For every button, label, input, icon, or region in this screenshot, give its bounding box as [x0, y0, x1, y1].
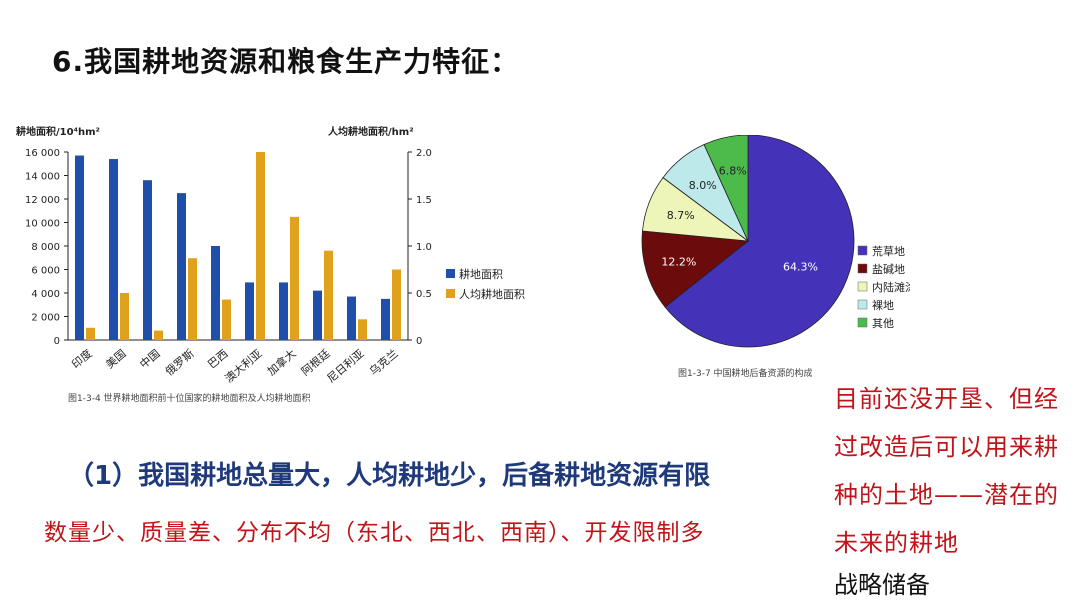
y-tick-label: 8 000 — [31, 242, 60, 253]
pie-value-label: 6.8% — [719, 165, 747, 178]
pie-legend-label: 裸地 — [872, 298, 894, 312]
category-label: 印度 — [69, 346, 95, 371]
bar-area-2 — [109, 159, 118, 340]
bar-area-8 — [313, 290, 322, 340]
category-label: 澳大利亚 — [222, 346, 265, 385]
pie-slices — [641, 135, 855, 348]
category-label: 俄罗斯 — [163, 347, 197, 378]
category-label: 乌克兰 — [366, 346, 400, 378]
pie-legend: 荒草地盐碱地内陆滩涂裸地其他 — [857, 245, 910, 330]
pie-value-label: 64.3% — [783, 260, 818, 273]
y-tick-label: 12 000 — [25, 195, 60, 206]
legend-label-area: 耕地面积 — [459, 267, 503, 281]
bar-legend: 耕地面积 人均耕地面积 — [446, 267, 525, 301]
y2-tick-label: 0.5 — [416, 289, 432, 300]
pie-slice-1 — [664, 135, 855, 348]
bar-area-5 — [211, 246, 220, 340]
bar-area-4 — [177, 193, 186, 340]
bar-bars — [75, 152, 401, 340]
pie-chart-caption: 图1-3-7 中国耕地后备资源的构成 — [678, 367, 813, 379]
bar-per-capita-5 — [222, 299, 231, 340]
category-label: 巴西 — [205, 347, 230, 371]
point-1: （1）我国耕地总量大，人均耕地少，后备耕地资源有限 — [68, 461, 711, 491]
pie-value-label: 12.2% — [661, 256, 696, 269]
bar-ticks: 0 2 000 4 000 6 000 8 000 10 000 12 000 14 000 1… — [25, 148, 432, 347]
y2-axis-label: 人均耕地面积/hm² — [328, 125, 414, 138]
bar-per-capita-8 — [324, 250, 333, 340]
bar-area-1 — [75, 155, 84, 340]
bar-area-10 — [381, 298, 390, 340]
pie-slice-2 — [641, 230, 750, 308]
bar-axes — [67, 152, 409, 341]
category-label: 中国 — [137, 347, 162, 371]
y2-tick-label: 2.0 — [416, 148, 432, 159]
bar-area-7 — [279, 282, 288, 340]
category-label: 美国 — [103, 347, 128, 371]
y-tick-label: 4 000 — [31, 289, 60, 300]
y-tick-label: 14 000 — [25, 172, 60, 183]
pie-legend-swatch — [857, 263, 868, 274]
side-note-sub: 战略储备 — [834, 571, 930, 599]
legend-swatch-per-capita — [446, 289, 455, 298]
pie-legend-swatch — [857, 245, 868, 256]
bar-chart-caption: 图1-3-4 世界耕地面积前十位国家的耕地面积及人均耕地面积 — [68, 392, 311, 404]
y-tick-label: 6 000 — [31, 266, 60, 277]
bar-per-capita-7 — [290, 216, 299, 340]
bar-chart: 耕地面积/10⁴hm² 人均耕地面积/hm² 0 2 000 4 000 6 000 8… — [16, 125, 525, 404]
bar-per-capita-9 — [358, 319, 367, 340]
y2-tick-label: 0 — [416, 336, 422, 347]
category-label: 尼日利亚 — [325, 347, 367, 385]
page-title: 6.我国耕地资源和粮食生产力特征： — [52, 45, 520, 78]
pie-labels: 64.3% 12.2% 8.7% 8.0%6.8% — [661, 165, 818, 274]
y2-tick-label: 1.5 — [416, 195, 432, 206]
pie-chart: 64.3% 12.2% 8.7% 8.0%6.8% 荒草地盐碱地内陆滩涂裸地其他 图1… — [641, 135, 910, 379]
pie-legend-label: 荒草地 — [872, 245, 905, 258]
y-axis-label: 耕地面积/10⁴hm² — [16, 125, 100, 138]
bar-per-capita-10 — [392, 269, 401, 340]
point-1-detail: 数量少、质量差、分布不均（东北、西北、西南）、开发限制多 — [44, 520, 705, 546]
bar-per-capita-4 — [188, 258, 197, 340]
pie-legend-swatch — [857, 299, 868, 310]
y-tick-label: 10 000 — [25, 219, 60, 230]
bar-per-capita-1 — [86, 327, 95, 340]
bar-area-9 — [347, 296, 356, 340]
legend-swatch-area — [446, 269, 455, 278]
pie-slice-5 — [703, 135, 749, 242]
bar-area-6 — [245, 282, 254, 340]
pie-value-label: 8.0% — [689, 179, 717, 192]
pie-legend-label: 盐碱地 — [872, 263, 905, 276]
pie-legend-swatch — [857, 317, 868, 328]
bar-per-capita-2 — [120, 293, 129, 340]
pie-legend-label: 内陆滩涂 — [872, 280, 910, 294]
bar-per-capita-6 — [256, 152, 265, 340]
bar-area-3 — [143, 180, 152, 340]
pie-value-label: 8.7% — [667, 209, 695, 222]
y-tick-label: 0 — [54, 336, 60, 347]
pie-legend-label: 其他 — [872, 317, 894, 330]
y2-tick-label: 1.0 — [416, 242, 432, 253]
y-tick-label: 16 000 — [25, 148, 60, 159]
category-label: 加拿大 — [264, 346, 298, 378]
side-note: 目前还没开垦、但经过改造后可以用来耕种的土地——潜在的未来的耕地 — [834, 385, 1059, 557]
bar-per-capita-3 — [154, 330, 163, 340]
pie-legend-swatch — [857, 281, 868, 292]
legend-label-per-capita: 人均耕地面积 — [459, 287, 525, 301]
y-tick-label: 2 000 — [31, 313, 60, 324]
